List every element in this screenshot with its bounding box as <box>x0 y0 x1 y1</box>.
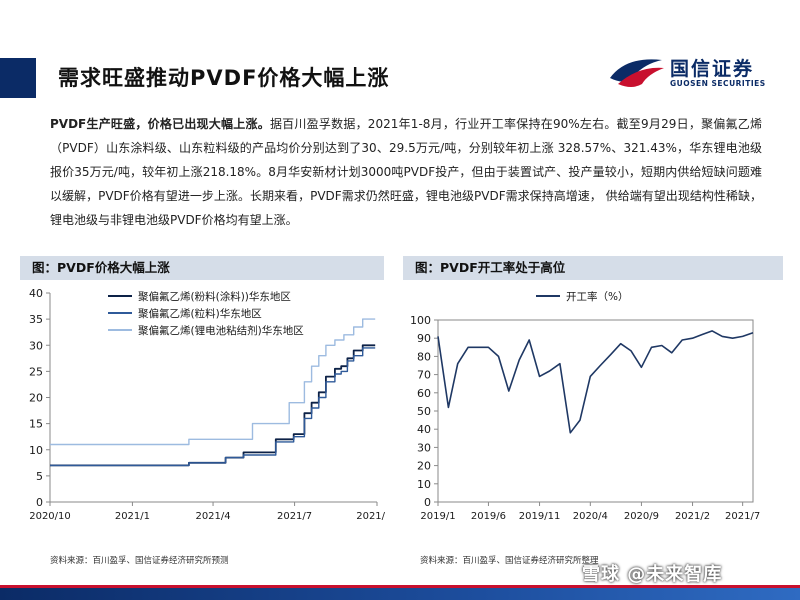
chart-1-series-line-1 <box>50 344 376 467</box>
pvdf-price-chart: 0 5 10 15 20 25 30 35 40 2020/10 2021/1 2021/4 2021/… <box>29 287 385 522</box>
chart-2-x-tick-label: 2020/9 <box>624 511 659 522</box>
chart-2-x-tick-label: 2019/6 <box>471 511 506 522</box>
chart-1-y-tick-label: 25 <box>29 365 43 378</box>
title-accent-stripe <box>0 58 36 98</box>
chart-2-legend-label-1: 开工率（%） <box>566 290 628 303</box>
summary-body: 据百川盈孚数据，2021年1-8月，行业开工率保持在90%左右。截至9月29日，… <box>50 117 763 227</box>
footer-red-line <box>0 585 800 588</box>
right-chart-header: 图：PVDF开工率处于高位 <box>403 256 783 280</box>
chart-2-y-tick-label: 100 <box>410 314 431 327</box>
chart-1-y-tick-label: 20 <box>29 392 43 405</box>
operating-rate-chart: 0 10 20 30 40 50 60 70 80 90 100 2019/1 2019/6 2019/1… <box>410 290 760 522</box>
footer-band <box>0 585 800 600</box>
chart-1-legend-label-2: 聚偏氟乙烯(粒料)华东地区 <box>138 307 262 320</box>
logo-chinese-name: 国信证券 <box>670 58 755 80</box>
chart-1-y-tick-label: 35 <box>29 313 43 326</box>
summary-paragraph: PVDF生产旺盛，价格已出现大幅上涨。据百川盈孚数据，2021年1-8月，行业开… <box>50 112 762 232</box>
summary-lead: PVDF生产旺盛，价格已出现大幅上涨。 <box>50 117 270 131</box>
logo-english-name: GUOSEN SECURITIES <box>670 79 766 88</box>
chart-1-y-tick-label: 30 <box>29 339 43 352</box>
chart-1-x-tick-label: 2021/1 <box>115 511 150 522</box>
chart-1-legend-label-3: 聚偏氟乙烯(锂电池粘结剂)华东地区 <box>138 324 304 337</box>
chart-1-y-tick-label: 5 <box>36 470 43 483</box>
title-bar: 需求旺盛推动PVDF价格大幅上涨 <box>0 58 610 98</box>
watermark-text: 雪球 @未来智库 <box>582 564 723 585</box>
slide-title: 需求旺盛推动PVDF价格大幅上涨 <box>58 66 390 90</box>
chart-1-y-tick-label: 0 <box>36 496 43 509</box>
chart-1-y-tick-label: 15 <box>29 418 43 431</box>
chart-1-x-tick-label: 2021/10 <box>356 511 385 522</box>
chart-2-y-tick-label: 30 <box>417 441 431 454</box>
chart-2-y-tick-label: 40 <box>417 423 431 436</box>
chart-1-x-tick-label: 2021/4 <box>195 511 230 522</box>
chart-2-x-tick-label: 2020/4 <box>573 511 608 522</box>
chart-1-y-tick-label: 10 <box>29 444 43 457</box>
right-chart-source: 资料来源：百川盈孚、国信证券经济研究所整理 <box>420 556 599 566</box>
chart-2-y-tick-label: 70 <box>417 369 431 382</box>
chart-2-x-tick-label: 2019/11 <box>519 511 561 522</box>
chart-2-x-tick-label: 2021/7 <box>725 511 760 522</box>
guosen-logo-icon <box>610 59 664 87</box>
chart-1-x-tick-label: 2021/7 <box>277 511 312 522</box>
chart-2-y-tick-label: 50 <box>417 405 431 418</box>
chart-2-y-tick-label: 10 <box>417 478 431 491</box>
chart-2-y-tick-label: 20 <box>417 460 431 473</box>
left-chart-source: 资料来源：百川盈孚、国信证券经济研究所预测 <box>50 556 229 566</box>
chart-2-x-tick-label: 2021/2 <box>675 511 710 522</box>
chart-1-y-tick-label: 40 <box>29 287 43 300</box>
chart-1-series-line-2 <box>50 347 376 467</box>
chart-1-series-line-3 <box>50 318 376 446</box>
chart-1-legend-label-1: 聚偏氟乙烯(粉料(涂料))华东地区 <box>138 290 291 303</box>
chart-2-y-tick-label: 90 <box>417 332 431 345</box>
chart-2-series-line-1 <box>437 330 754 434</box>
guosen-logo: 国信证券 GUOSEN SECURITIES <box>608 52 778 92</box>
chart-2-y-tick-label: 60 <box>417 387 431 400</box>
left-chart-header: 图：PVDF价格大幅上涨 <box>20 256 384 280</box>
chart-1-x-tick-label: 2020/10 <box>29 511 71 522</box>
chart-2-y-tick-label: 80 <box>417 350 431 363</box>
chart-2-y-tick-label: 0 <box>424 496 431 509</box>
chart-2-x-tick-label: 2019/1 <box>420 511 455 522</box>
